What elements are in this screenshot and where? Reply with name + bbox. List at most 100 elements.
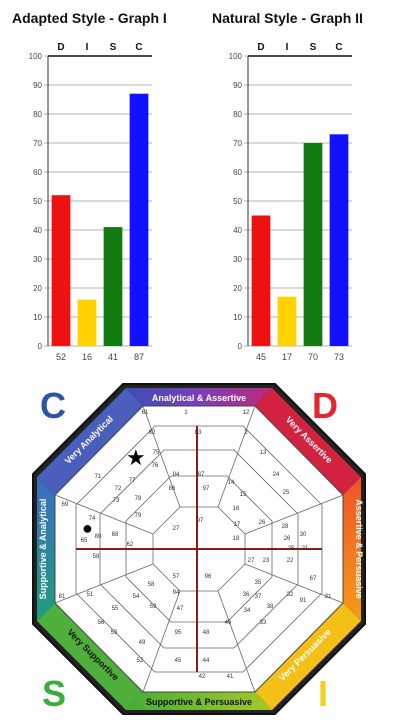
grid-spoke	[244, 563, 344, 604]
value-label: 41	[108, 352, 118, 362]
cell-number: 34	[244, 608, 251, 614]
grid-spoke	[142, 590, 181, 693]
segment-top-left-band	[37, 388, 143, 495]
cell-number: 65	[81, 538, 88, 544]
cell-number: 86	[169, 486, 176, 492]
cell-number: 33	[260, 620, 267, 626]
category-label: C	[335, 42, 342, 53]
cell-number: 61	[142, 410, 149, 416]
value-label: 87	[134, 352, 144, 362]
cell-number: 87	[198, 472, 205, 478]
cell-number: 71	[95, 474, 102, 480]
grid-ring-2	[99, 449, 299, 649]
cell-number: 58	[148, 582, 155, 588]
corner-letter-c: C	[40, 385, 66, 426]
segment-label-bottom: Supportive & Persuasive	[146, 697, 252, 707]
grid-spoke	[142, 405, 181, 508]
cell-number: 27	[173, 526, 180, 532]
disc-wheel: C D S I Analytical & Assertive Very Asse…	[32, 383, 366, 715]
category-label: D	[257, 42, 264, 53]
cell-number: 96	[205, 574, 212, 580]
y-tick-label: 100	[29, 52, 43, 61]
cell-number: 30	[300, 532, 307, 538]
cell-number: 77	[129, 478, 136, 484]
value-label: 70	[308, 352, 318, 362]
cell-number: 95	[175, 630, 182, 636]
bar-c	[129, 93, 149, 346]
bar-c	[329, 134, 349, 346]
cell-number: 54	[133, 594, 140, 600]
star-marker: ★	[126, 445, 146, 470]
cell-number: 32	[287, 592, 294, 598]
cell-number: 94	[173, 590, 180, 596]
cell-number: 79	[135, 513, 142, 519]
grid-spoke	[217, 405, 256, 508]
y-tick-label: 40	[33, 226, 42, 235]
cell-number: 14	[228, 480, 235, 486]
value-label: 73	[334, 352, 344, 362]
category-label: I	[86, 42, 89, 53]
y-tick-label: 10	[233, 313, 242, 322]
cell-number: 13	[260, 450, 267, 456]
cell-number: 49	[139, 640, 146, 646]
y-tick-label: 60	[233, 168, 242, 177]
segment-top-right-band	[255, 388, 361, 495]
cell-number: 2	[244, 430, 248, 436]
cell-number: 67	[310, 576, 317, 582]
wheel-cell-numbers: 61 1 12 82 83 75 2 13 76 84 87 24 14 25 71 77 86 97 15 72 78…	[59, 410, 332, 680]
bar-d	[51, 195, 71, 346]
cell-number: 59	[150, 604, 157, 610]
dot-marker: ●	[82, 518, 93, 538]
category-label: I	[286, 42, 289, 53]
cell-number: 38	[267, 604, 274, 610]
grid-ring-1	[75, 425, 323, 673]
bar-i	[277, 296, 297, 346]
cell-number: 27	[248, 558, 255, 564]
segment-bottom-band	[126, 692, 272, 710]
category-label: D	[57, 42, 64, 53]
value-label: 17	[282, 352, 292, 362]
bar-s	[303, 143, 323, 346]
y-tick-label: 0	[238, 342, 243, 351]
cell-number: 97	[197, 518, 204, 524]
grid-ring-3	[125, 475, 273, 623]
y-tick-label: 50	[233, 197, 242, 206]
cell-number: 35	[255, 580, 262, 586]
cell-number: 26	[284, 536, 291, 542]
cell-number: 42	[199, 674, 206, 680]
cell-number: 18	[233, 536, 240, 542]
segment-left-band	[37, 477, 55, 621]
cell-number: 53	[111, 630, 118, 636]
cell-number: 36	[243, 592, 250, 598]
y-tick-label: 100	[229, 52, 243, 61]
bar-charts: 0 10 20 30 40 50 60 70 80 90 100 D 52 I 16 S 41 C 87 0 10 20 3…	[29, 42, 352, 362]
cell-number: 1	[184, 410, 188, 416]
y-tick-label: 70	[233, 139, 242, 148]
cell-number: 58	[93, 554, 100, 560]
grid-spoke	[54, 563, 154, 604]
corner-letter-d: D	[312, 385, 338, 426]
bar-i	[77, 299, 97, 346]
corner-letter-s: S	[42, 673, 66, 714]
cell-number: 82	[149, 430, 156, 436]
category-label: S	[310, 42, 317, 53]
cell-number: 69	[62, 502, 69, 508]
y-tick-label: 0	[38, 342, 43, 351]
cell-number: 23	[263, 558, 270, 564]
y-tick-label: 90	[33, 81, 42, 90]
cell-number: 22	[287, 558, 294, 564]
cell-number: 84	[173, 472, 180, 478]
cell-number: 26	[259, 520, 266, 526]
cell-number: 80	[95, 534, 102, 540]
cell-number: 97	[203, 486, 210, 492]
cell-number: 81	[59, 594, 66, 600]
bar-s	[103, 227, 123, 346]
cell-number: 75	[153, 450, 160, 456]
value-label: 16	[82, 352, 92, 362]
y-tick-label: 60	[33, 168, 42, 177]
bar-d	[251, 215, 271, 346]
value-label: 45	[256, 352, 266, 362]
segment-label-right: Assertive & Persuasive	[354, 499, 364, 599]
wheel-grid	[54, 405, 344, 693]
cell-number: 16	[233, 506, 240, 512]
